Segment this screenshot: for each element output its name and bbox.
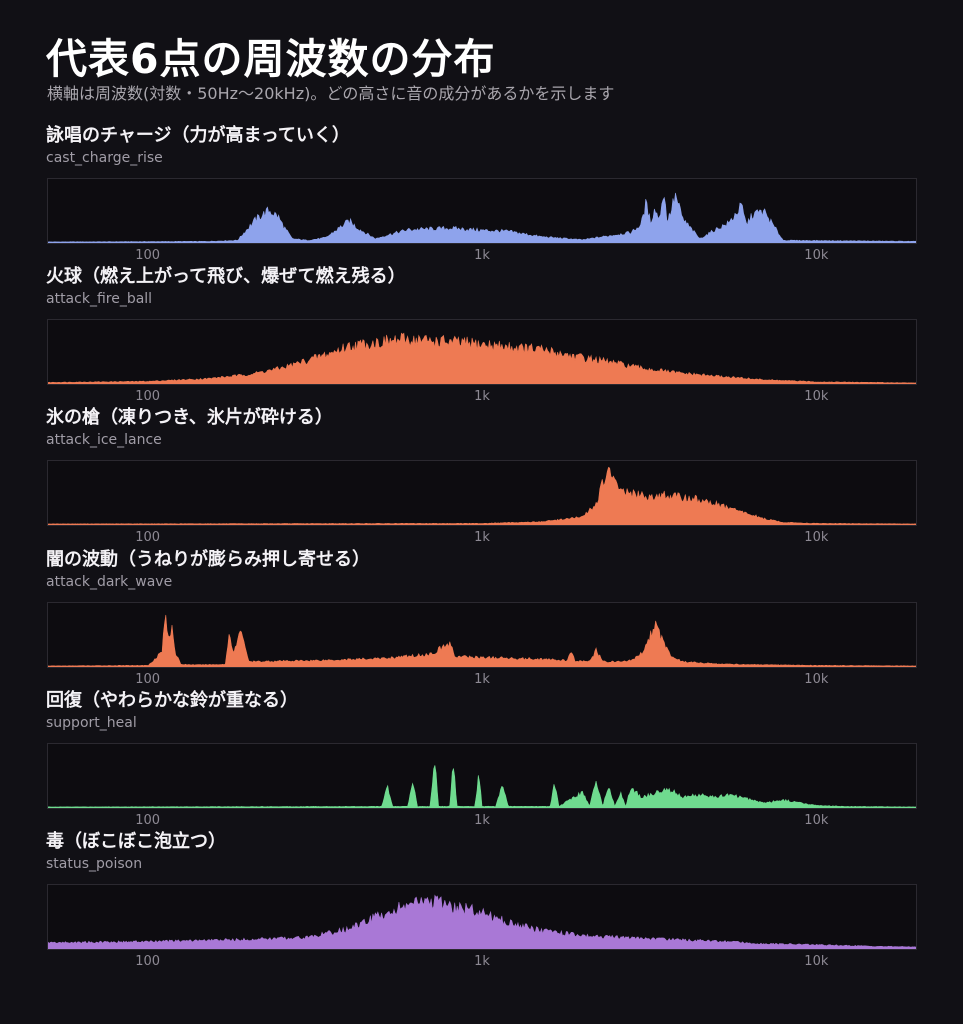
spectrum-area <box>48 614 916 667</box>
x-tick-label: 1k <box>474 954 490 969</box>
x-tick-label: 10k <box>804 954 829 969</box>
panel-sound-id: status_poison <box>46 856 143 872</box>
x-tick-label: 10k <box>804 671 829 687</box>
spectrum-panel: 毒（ぼこぼこ泡立つ） status_poison 100 1k 10k <box>46 830 918 970</box>
spectrum-plot <box>47 319 917 386</box>
panel-sound-id: attack_fire_ball <box>46 291 153 308</box>
x-tick-label: 100 <box>135 530 161 546</box>
x-tick-label: 10k <box>804 530 829 546</box>
spectrum-area <box>48 765 916 808</box>
spectrum-svg <box>48 765 916 808</box>
page-subtitle: 横軸は周波数(対数・50Hz〜20kHz)。どの高さに音の成分があるかを示します <box>47 84 615 103</box>
spectrum-panel: 氷の槍（凍りつき、氷片が砕ける） attack_ice_lance 100 1k 10k <box>46 406 918 546</box>
panel-title: 闇の波動（うねりが膨らみ押し寄せる） <box>46 548 370 570</box>
spectrum-panel: 回復（やわらかな鈴が重なる） support_heal 100 1k 10k <box>46 689 918 829</box>
panel-title: 氷の槍（凍りつき、氷片が砕ける） <box>46 407 333 429</box>
spectrum-svg <box>48 614 916 667</box>
panel-sound-id: support_heal <box>46 714 137 731</box>
spectrum-svg <box>48 467 916 526</box>
spectrum-area <box>48 332 916 385</box>
x-tick-label: 100 <box>135 248 161 263</box>
spectrum-area <box>48 894 916 949</box>
x-tick-label: 100 <box>135 389 161 405</box>
spectrum-plot <box>47 742 917 809</box>
x-tick-label: 100 <box>135 812 161 828</box>
x-tick-label: 1k <box>474 248 490 263</box>
panel-sound-id: attack_ice_lance <box>46 432 162 449</box>
panel-title: 火球（燃え上がって飛び、爆ぜて燃え残る） <box>46 266 406 288</box>
spectrum-area <box>48 467 916 526</box>
x-tick-label: 1k <box>474 812 490 828</box>
panel-title: 毒（ぼこぼこ泡立つ） <box>46 831 226 852</box>
spectrum-svg <box>48 332 916 385</box>
panel-title: 回復（やわらかな鈴が重なる） <box>46 689 298 711</box>
x-tick-label: 10k <box>804 812 829 828</box>
panel-sound-id: cast_charge_rise <box>46 150 163 166</box>
x-tick-label: 100 <box>135 954 161 969</box>
spectrum-plot <box>47 884 917 950</box>
spectrum-panel: 火球（燃え上がって飛び、爆ぜて燃え残る） attack_fire_ball 100 1… <box>46 265 918 405</box>
spectrum-plot <box>47 460 917 527</box>
panel-sound-id: attack_dark_wave <box>46 573 173 590</box>
spectrum-svg <box>48 894 916 949</box>
page-title: 代表6点の周波数の分布 <box>46 35 496 83</box>
spectrum-panel: 詠唱のチャージ（力が高まっていく） cast_charge_rise 100 1k 10… <box>46 124 918 264</box>
spectrum-panel: 闇の波動（うねりが膨らみ押し寄せる） attack_dark_wave 100 1k 1… <box>46 548 918 688</box>
panel-title: 詠唱のチャージ（力が高まっていく） <box>46 125 350 146</box>
x-tick-label: 1k <box>474 389 490 405</box>
spectrum-plot <box>47 178 917 244</box>
x-tick-label: 100 <box>135 671 161 687</box>
spectrum-area <box>48 192 916 243</box>
x-tick-label: 10k <box>804 389 829 405</box>
spectrum-svg <box>48 192 916 243</box>
x-tick-label: 1k <box>474 530 490 546</box>
x-tick-label: 10k <box>804 248 829 263</box>
x-tick-label: 1k <box>474 671 490 687</box>
spectrum-plot <box>47 601 917 668</box>
